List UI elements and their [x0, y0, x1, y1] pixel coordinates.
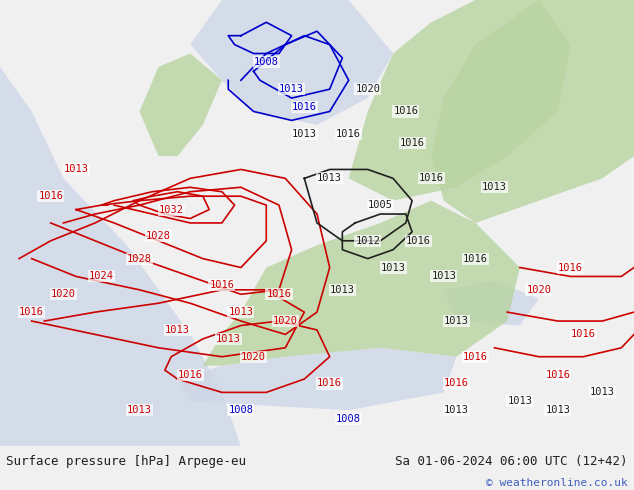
- Text: Surface pressure [hPa] Arpege-eu: Surface pressure [hPa] Arpege-eu: [6, 455, 247, 468]
- Text: 1013: 1013: [279, 84, 304, 94]
- Text: 1016: 1016: [558, 263, 583, 272]
- Text: 1016: 1016: [406, 236, 431, 246]
- Text: 1013: 1013: [216, 334, 241, 344]
- Text: 1016: 1016: [463, 352, 488, 362]
- Text: 1016: 1016: [317, 378, 342, 389]
- Text: 1013: 1013: [431, 271, 456, 281]
- Text: 1013: 1013: [444, 316, 469, 326]
- Text: 1020: 1020: [526, 285, 552, 295]
- Text: 1016: 1016: [178, 369, 203, 380]
- Polygon shape: [0, 0, 241, 446]
- Text: 1013: 1013: [507, 396, 533, 406]
- Text: 1020: 1020: [355, 84, 380, 94]
- Text: 1013: 1013: [63, 165, 89, 174]
- Text: 1016: 1016: [266, 289, 292, 299]
- Text: 1032: 1032: [158, 204, 184, 215]
- Text: 1013: 1013: [165, 325, 190, 335]
- Text: 1016: 1016: [38, 191, 63, 201]
- Text: 1005: 1005: [368, 200, 393, 210]
- Text: 1013: 1013: [127, 405, 152, 415]
- Text: 1013: 1013: [228, 307, 254, 317]
- Text: 1016: 1016: [19, 307, 44, 317]
- Text: 1013: 1013: [545, 405, 571, 415]
- Text: 1016: 1016: [571, 329, 596, 340]
- Text: 1016: 1016: [209, 280, 235, 291]
- Text: 1013: 1013: [317, 173, 342, 183]
- Text: 1008: 1008: [228, 405, 254, 415]
- Text: 1013: 1013: [380, 263, 406, 272]
- Polygon shape: [431, 0, 634, 223]
- Text: 1016: 1016: [393, 106, 418, 117]
- Text: 1013: 1013: [330, 285, 355, 295]
- Polygon shape: [203, 201, 520, 366]
- Polygon shape: [139, 53, 222, 156]
- Text: 1016: 1016: [444, 378, 469, 389]
- Text: 1020: 1020: [273, 316, 298, 326]
- Text: 1012: 1012: [355, 236, 380, 246]
- Text: 1016: 1016: [399, 138, 425, 147]
- Text: 1013: 1013: [482, 182, 507, 192]
- Text: Sa 01-06-2024 06:00 UTC (12+42): Sa 01-06-2024 06:00 UTC (12+42): [395, 455, 628, 468]
- Text: 1008: 1008: [254, 57, 279, 68]
- Text: © weatheronline.co.uk: © weatheronline.co.uk: [486, 478, 628, 489]
- Text: 1016: 1016: [292, 102, 317, 112]
- Text: 1016: 1016: [545, 369, 571, 380]
- Text: 1028: 1028: [127, 254, 152, 264]
- Text: 1016: 1016: [336, 129, 361, 139]
- Text: 1013: 1013: [590, 388, 615, 397]
- Text: 1028: 1028: [146, 231, 171, 242]
- Polygon shape: [178, 348, 456, 410]
- Text: 1013: 1013: [292, 129, 317, 139]
- Text: 1016: 1016: [418, 173, 444, 183]
- Text: 1020: 1020: [51, 289, 76, 299]
- Text: 1020: 1020: [241, 352, 266, 362]
- Text: 1008: 1008: [336, 414, 361, 424]
- Polygon shape: [190, 0, 393, 125]
- Text: 1024: 1024: [89, 271, 114, 281]
- Text: 1013: 1013: [444, 405, 469, 415]
- Text: 1016: 1016: [463, 254, 488, 264]
- Polygon shape: [349, 0, 571, 201]
- Polygon shape: [444, 281, 539, 325]
